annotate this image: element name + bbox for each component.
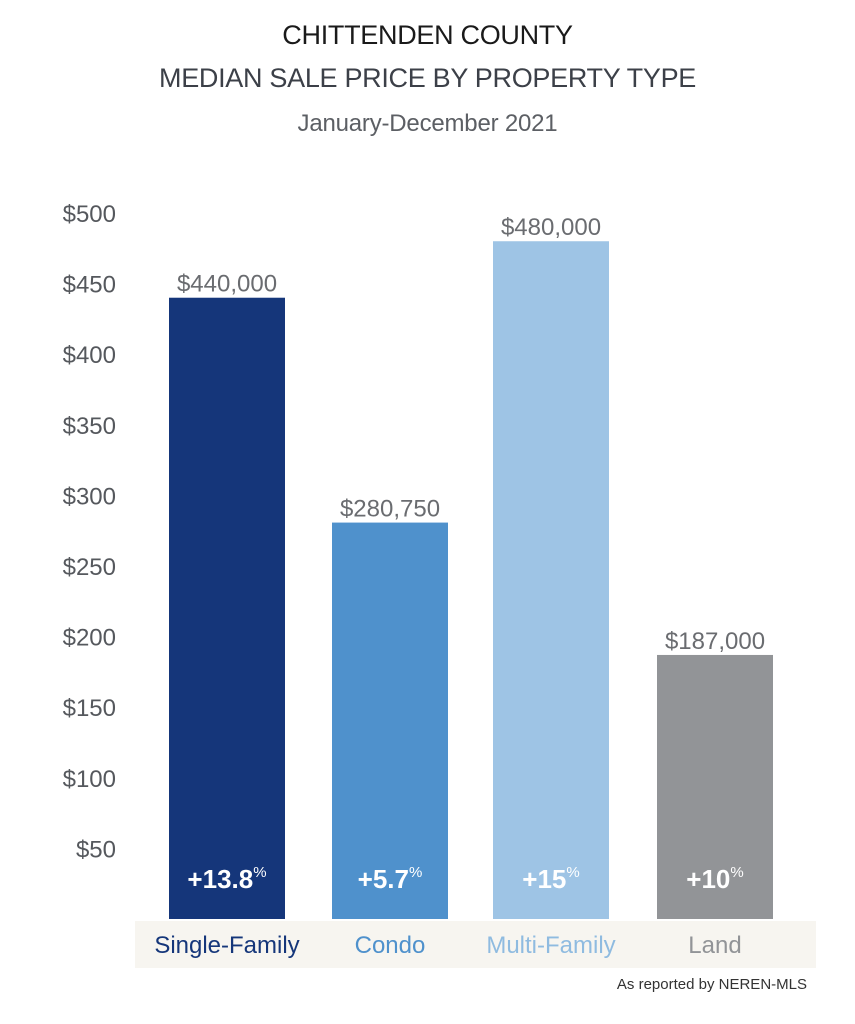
y-tick-label: $300 [63,483,116,510]
bar [657,654,773,919]
bar-value-label: $440,000 [177,271,277,298]
y-tick-label: $250 [63,554,116,581]
bar-value-label: $187,000 [665,628,765,655]
bars-group: $440,000+13.8%Single-Family$280,750+5.7%… [154,214,773,959]
bar [332,522,448,919]
chart-period: January-December 2021 [297,110,558,137]
y-tick-label: $350 [63,413,116,440]
y-tick-label: $400 [63,342,116,369]
category-band [135,921,816,968]
y-axis: $50 $100 $150 $200 $250 $300 $350 $400 $450 $500 [63,201,116,863]
y-tick-label: $50 [76,836,116,863]
bar [493,241,609,920]
y-tick-label: $450 [63,272,116,299]
source-note: As reported by NEREN-MLS [616,976,807,993]
chart-title: CHITTENDEN COUNTY [282,20,573,50]
category-label: Multi-Family [486,932,615,959]
bar-value-label: $280,750 [340,496,440,523]
y-tick-label: $100 [63,766,116,793]
bar [169,297,285,920]
category-label: Land [688,932,741,959]
bar-value-label: $480,000 [501,214,601,241]
y-tick-label: $500 [63,201,116,228]
bar-change-label: +10% [686,864,743,894]
category-label: Single-Family [154,932,299,959]
y-tick-label: $150 [63,695,116,722]
chart-subtitle: MEDIAN SALE PRICE BY PROPERTY TYPE [159,63,696,93]
category-label: Condo [355,932,426,959]
y-tick-label: $200 [63,625,116,652]
